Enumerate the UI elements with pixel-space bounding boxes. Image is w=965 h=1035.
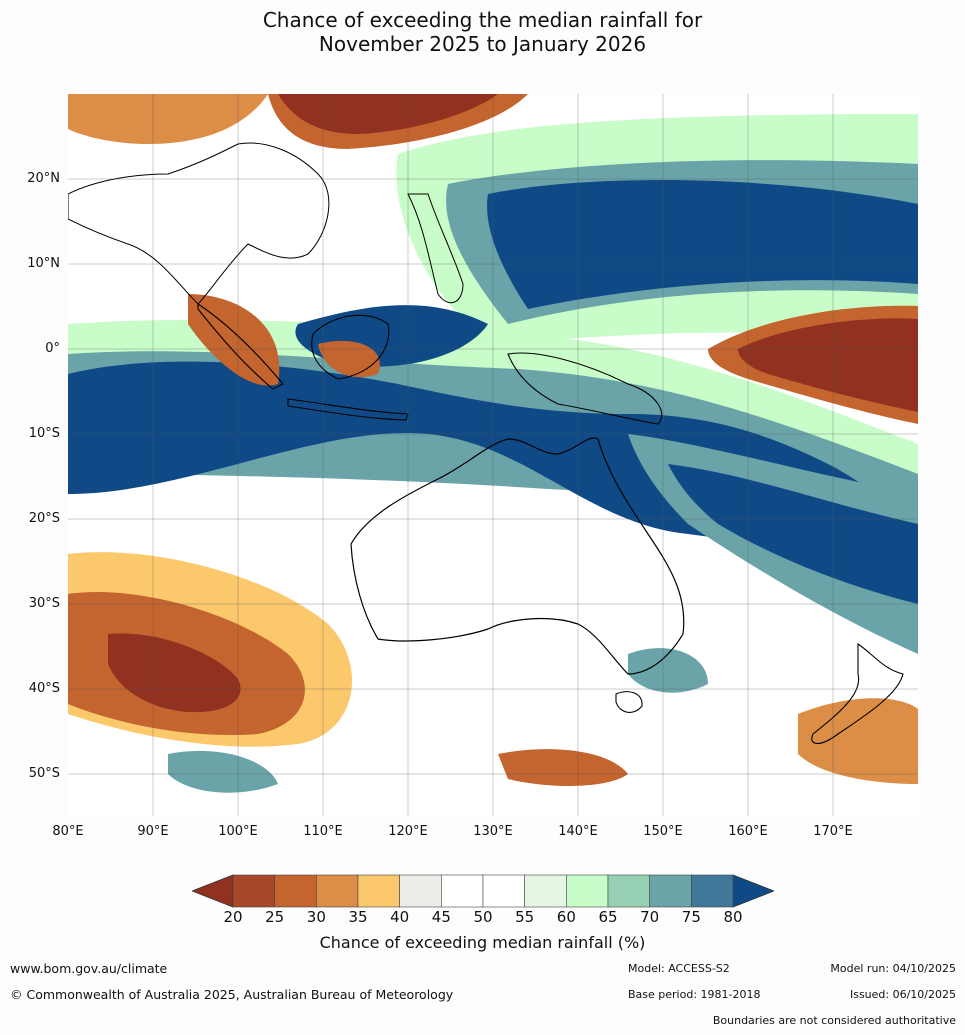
footer-copyright: © Commonwealth of Australia 2025, Austra… <box>10 987 454 1002</box>
title-line-1: Chance of exceeding the median rainfall … <box>262 8 703 32</box>
colorbar-swatch <box>316 874 359 908</box>
colorbar-label: Chance of exceeding median rainfall (%) <box>319 933 646 952</box>
lon-label-170e: 170°E <box>813 824 853 839</box>
borneo-coastline <box>311 314 390 380</box>
lon-label-140e: 140°E <box>558 824 598 839</box>
colorbar-swatch <box>566 874 609 908</box>
wet-shading-southern-ocean-patch <box>168 750 278 793</box>
very-wet-shading-pacific-north <box>487 180 918 309</box>
new-guinea-coastline <box>507 352 663 425</box>
colorbar-tick-label: 20 <box>223 908 243 926</box>
colorbar-tick-label: 70 <box>640 908 660 926</box>
java-coastline <box>287 398 409 421</box>
chart-title: Chance of exceeding the median rainfall … <box>0 8 965 56</box>
colorbar-swatch <box>649 874 692 908</box>
australia-coastline <box>350 437 685 675</box>
colorbar-swatch <box>524 874 567 908</box>
lon-label-90e: 90°E <box>137 824 169 839</box>
lat-label-50s: 50°S <box>28 766 60 781</box>
footer-website: www.bom.gov.au/climate <box>10 961 168 976</box>
colorbar-tick-label: 30 <box>306 908 326 926</box>
dry-shading-sumatra <box>188 294 280 386</box>
colorbar-swatch <box>482 874 525 908</box>
new-zealand-coastline <box>811 642 904 744</box>
colorbar-over-arrow <box>732 874 776 908</box>
colorbar-swatch <box>607 874 650 908</box>
lon-label-80e: 80°E <box>52 824 84 839</box>
dry-shading-borneo <box>318 340 380 378</box>
sumatra-coastline <box>197 302 284 390</box>
colorbar-tick-label: 80 <box>723 908 743 926</box>
philippines-coastline <box>407 193 464 304</box>
colorbar-tick-label: 65 <box>598 908 618 926</box>
very-dry-shading-china <box>278 94 498 134</box>
footer-model-run: Model run: 04/10/2025 <box>830 962 956 975</box>
colorbar-tick-label: 35 <box>348 908 368 926</box>
colorbar-swatch <box>357 874 400 908</box>
se-asia-coastline <box>68 142 330 305</box>
colorbar-tick-label: 75 <box>681 908 701 926</box>
lon-label-130e: 130°E <box>473 824 513 839</box>
colorbar-swatch <box>691 874 734 908</box>
lat-label-10n: 10°N <box>27 256 60 271</box>
wet-shading-victoria <box>628 648 708 693</box>
very-dry-shading-southern-ocean <box>108 633 241 713</box>
footer-base-period: Base period: 1981-2018 <box>628 988 761 1001</box>
rainfall-map <box>68 94 918 816</box>
dry-shading-south-australia-ocean <box>498 749 628 786</box>
dry-shading-nz <box>798 698 918 784</box>
colorbar-tick-label: 50 <box>473 908 493 926</box>
colorbar-tick-label: 55 <box>515 908 535 926</box>
dry-shading-asia-west <box>68 94 268 144</box>
lon-label-160e: 160°E <box>728 824 768 839</box>
lat-label-20n: 20°N <box>27 171 60 186</box>
lon-label-100e: 100°E <box>218 824 258 839</box>
very-wet-shading-sw-pacific <box>668 464 918 604</box>
tasmania-coastline <box>615 691 643 713</box>
colorbar-swatch <box>399 874 442 908</box>
footer-model: Model: ACCESS-S2 <box>628 962 730 975</box>
lat-label-40s: 40°S <box>28 681 60 696</box>
lat-label-10s: 10°S <box>28 426 60 441</box>
title-line-2: November 2025 to January 2026 <box>318 32 647 56</box>
colorbar-swatch <box>232 874 275 908</box>
colorbar-swatch <box>274 874 317 908</box>
lat-label-30s: 30°S <box>28 596 60 611</box>
map-canvas <box>68 94 918 816</box>
lat-label-equator: 0° <box>45 341 60 356</box>
colorbar-tick-label: 45 <box>431 908 451 926</box>
colorbar-swatch <box>441 874 484 908</box>
colorbar-swatches <box>190 874 776 908</box>
lat-label-20s: 20°S <box>28 511 60 526</box>
lon-label-150e: 150°E <box>643 824 683 839</box>
colorbar-tick-label: 25 <box>265 908 285 926</box>
dry-shading-pacific <box>738 318 918 412</box>
lon-label-120e: 120°E <box>388 824 428 839</box>
colorbar-tick-label: 40 <box>390 908 410 926</box>
footer-disclaimer: Boundaries are not considered authoritat… <box>712 1014 956 1027</box>
colorbar <box>190 874 776 908</box>
colorbar-tick-label: 60 <box>556 908 576 926</box>
graticule <box>68 94 918 816</box>
lon-label-110e: 110°E <box>303 824 343 839</box>
footer-issued: Issued: 06/10/2025 <box>849 988 956 1001</box>
colorbar-under-arrow <box>190 874 234 908</box>
